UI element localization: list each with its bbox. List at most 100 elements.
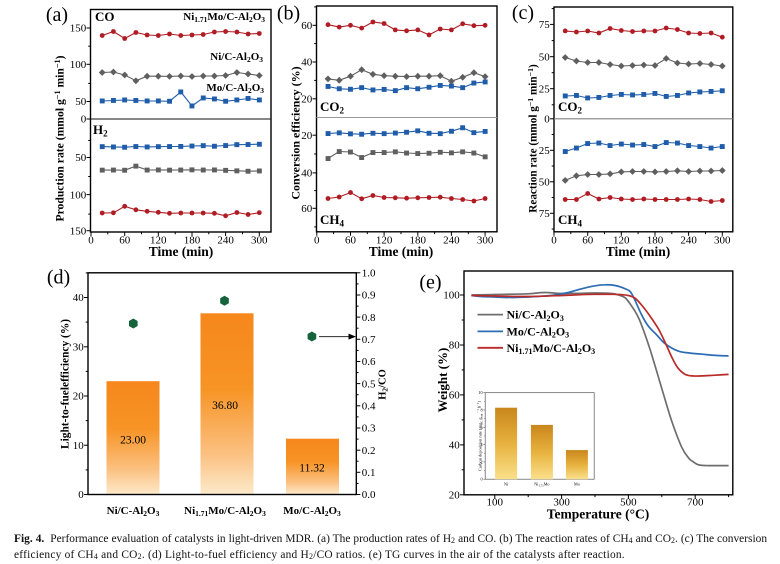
svg-text:Time (min): Time (min)	[606, 244, 671, 259]
svg-text:0.4: 0.4	[362, 401, 376, 413]
svg-text:Time (min): Time (min)	[369, 244, 434, 259]
svg-text:10: 10	[73, 440, 85, 452]
svg-text:Weight (%): Weight (%)	[435, 348, 450, 413]
svg-text:180: 180	[184, 235, 201, 247]
svg-text:(c): (c)	[512, 2, 534, 24]
svg-text:23.00: 23.00	[120, 435, 146, 447]
svg-text:0.1: 0.1	[362, 467, 376, 479]
svg-text:Production rate (mmol g−1 min−: Production rate (mmol g−1 min−1)	[53, 55, 67, 221]
svg-text:Temperature (°C): Temperature (°C)	[547, 507, 650, 522]
svg-text:8: 8	[481, 408, 483, 413]
svg-text:0.2: 0.2	[362, 445, 376, 457]
svg-text:75: 75	[539, 19, 551, 31]
svg-text:700: 700	[687, 497, 704, 509]
svg-text:Ni/C-Al2O3: Ni/C-Al2O3	[507, 308, 564, 323]
svg-text:0: 0	[88, 235, 94, 247]
svg-text:150: 150	[70, 225, 87, 237]
svg-text:Reaction rate (mmol g−1 min−1): Reaction rate (mmol g−1 min−1)	[526, 64, 540, 213]
svg-text:0.0: 0.0	[362, 489, 376, 501]
svg-text:0: 0	[81, 114, 87, 126]
svg-text:0: 0	[314, 235, 320, 247]
svg-text:10: 10	[478, 390, 482, 395]
svg-text:80: 80	[449, 340, 461, 352]
svg-text:40: 40	[301, 168, 313, 180]
svg-text:Mo: Mo	[574, 482, 580, 487]
svg-text:75: 75	[539, 208, 551, 220]
svg-text:50: 50	[75, 96, 87, 108]
svg-text:Ni: Ni	[504, 482, 509, 487]
svg-text:4: 4	[481, 442, 484, 447]
svg-text:11.32: 11.32	[299, 463, 325, 475]
svg-text:240: 240	[443, 235, 460, 247]
svg-text:0: 0	[544, 114, 550, 126]
svg-text:60: 60	[582, 235, 594, 247]
svg-text:CH4: CH4	[320, 212, 345, 229]
svg-text:25: 25	[539, 145, 551, 157]
svg-text:20: 20	[301, 94, 313, 106]
svg-text:Light-to-fuelefficiency (%): Light-to-fuelefficiency (%)	[60, 319, 72, 449]
svg-text:150: 150	[70, 23, 87, 35]
svg-text:0.8: 0.8	[362, 312, 376, 324]
svg-text:Time (min): Time (min)	[149, 244, 214, 259]
svg-text:6: 6	[481, 425, 483, 430]
svg-text:20: 20	[301, 130, 313, 142]
svg-text:Ni/C-Al2O3: Ni/C-Al2O3	[210, 51, 263, 64]
svg-text:0: 0	[78, 489, 84, 501]
svg-text:500: 500	[620, 497, 637, 509]
svg-text:20: 20	[449, 490, 461, 502]
svg-text:(a): (a)	[46, 4, 68, 26]
svg-text:100: 100	[70, 189, 87, 201]
svg-text:40: 40	[73, 292, 85, 304]
svg-text:120: 120	[613, 235, 630, 247]
svg-text:0.6: 0.6	[362, 356, 376, 368]
svg-text:CO2: CO2	[320, 99, 345, 116]
svg-text:Mo/C-Al2O3: Mo/C-Al2O3	[206, 82, 264, 95]
svg-text:180: 180	[410, 235, 427, 247]
svg-text:25: 25	[539, 83, 551, 95]
svg-text:(d): (d)	[47, 267, 70, 289]
svg-text:0.9: 0.9	[362, 290, 376, 302]
svg-text:240: 240	[217, 235, 234, 247]
svg-text:30: 30	[73, 341, 85, 353]
svg-text:100: 100	[70, 59, 87, 71]
svg-text:CO: CO	[95, 9, 115, 24]
svg-text:100: 100	[443, 290, 460, 302]
svg-text:0.3: 0.3	[362, 423, 376, 435]
svg-text:Conversion efficiency (%): Conversion efficiency (%)	[289, 66, 303, 199]
svg-text:CO2: CO2	[558, 99, 583, 116]
svg-text:CH4: CH4	[558, 212, 583, 229]
svg-text:Ni1.71Mo/C-Al2O3: Ni1.71Mo/C-Al2O3	[184, 505, 266, 518]
svg-text:180: 180	[647, 235, 664, 247]
svg-text:0.7: 0.7	[362, 334, 376, 346]
svg-text:40: 40	[301, 57, 313, 69]
svg-text:60: 60	[301, 20, 313, 32]
svg-text:300: 300	[714, 235, 731, 247]
svg-text:0.5: 0.5	[362, 378, 376, 390]
svg-text:H2/CO: H2/CO	[378, 369, 390, 400]
svg-text:Mo/C-Al2O3: Mo/C-Al2O3	[283, 505, 341, 518]
svg-text:60: 60	[449, 390, 461, 402]
svg-text:Ni/C-Al2O3: Ni/C-Al2O3	[107, 505, 160, 518]
svg-text:0: 0	[551, 235, 557, 247]
svg-text:120: 120	[150, 235, 167, 247]
svg-text:120: 120	[376, 235, 393, 247]
svg-text:240: 240	[680, 235, 697, 247]
svg-text:36.80: 36.80	[212, 400, 238, 412]
svg-text:Mo/C-Al2O3: Mo/C-Al2O3	[507, 324, 570, 339]
svg-text:300: 300	[477, 235, 494, 247]
svg-text:300: 300	[251, 235, 268, 247]
svg-text:20: 20	[73, 391, 85, 403]
svg-text:0: 0	[481, 477, 483, 482]
svg-text:Carbon deposition rate (mgC gc: Carbon deposition rate (mgC gcat −1 h−1)	[476, 400, 484, 471]
svg-text:Ni1.71Mo: Ni1.71Mo	[534, 482, 549, 488]
svg-text:50: 50	[539, 177, 551, 189]
svg-text:50: 50	[539, 51, 551, 63]
svg-text:(e): (e)	[419, 272, 441, 294]
svg-text:40: 40	[449, 440, 461, 452]
svg-text:Ni1.71Mo/C-Al2O3: Ni1.71Mo/C-Al2O3	[183, 11, 265, 24]
svg-text:60: 60	[301, 203, 313, 215]
svg-text:2: 2	[481, 459, 483, 464]
svg-text:100: 100	[487, 497, 504, 509]
svg-text:(b): (b)	[277, 3, 300, 25]
svg-text:50: 50	[75, 152, 87, 164]
